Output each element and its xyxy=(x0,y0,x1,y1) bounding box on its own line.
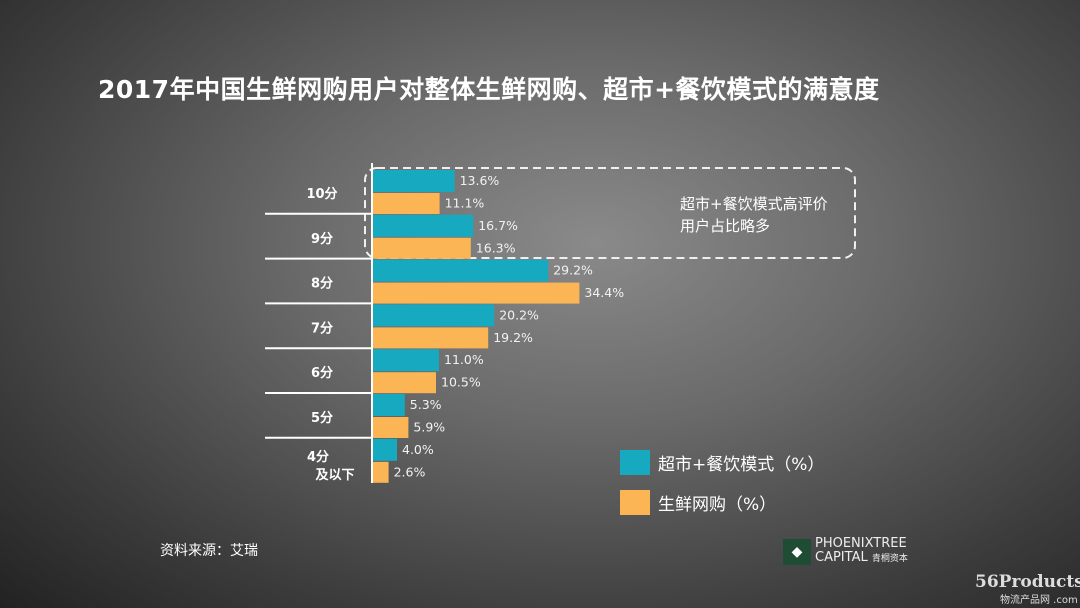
category-label: 6分 xyxy=(311,365,333,381)
category-label: 8分 xyxy=(311,276,333,292)
value-label: 16.7% xyxy=(478,218,518,233)
bar-supermarket xyxy=(373,438,397,461)
bar-online xyxy=(373,327,489,349)
value-label: 4.0% xyxy=(402,442,434,457)
value-label: 5.3% xyxy=(410,397,442,412)
bar-supermarket xyxy=(373,394,405,416)
category-label: 10分 xyxy=(306,186,337,202)
bar-supermarket xyxy=(373,170,455,192)
value-label: 19.2% xyxy=(493,330,533,345)
category-label: 9分 xyxy=(311,231,333,247)
logo-line2: CAPITAL xyxy=(815,550,868,565)
value-label: 11.1% xyxy=(445,196,485,211)
value-label: 5.9% xyxy=(413,420,445,435)
source-note: 资料来源：艾瑞 xyxy=(160,543,258,559)
bar-supermarket xyxy=(373,214,474,237)
bar-supermarket xyxy=(373,304,495,327)
watermark-sub: 物流产品网 .com xyxy=(1000,595,1078,606)
logo-icon: ◆ xyxy=(783,538,811,565)
value-label: 11.0% xyxy=(444,352,484,367)
category-label: 7分 xyxy=(311,320,333,336)
legend-swatch xyxy=(620,450,650,475)
category-label: 及以下 xyxy=(315,468,354,483)
category-label: 5分 xyxy=(311,410,333,426)
bar-online xyxy=(373,193,440,214)
phoenixtree-logo: ◆ PHOENIXTREE CAPITAL 青桐资本 xyxy=(783,537,908,566)
legend-label: 生鲜网购（%） xyxy=(658,495,777,515)
bar-online xyxy=(373,461,389,483)
value-label: 10.5% xyxy=(441,375,481,390)
bar-online xyxy=(373,417,409,438)
value-label: 20.2% xyxy=(499,307,539,322)
annotation: 超市+餐饮模式高评价用户占比略多 xyxy=(680,195,828,235)
legend-swatch xyxy=(620,490,650,515)
bar-supermarket xyxy=(373,259,549,282)
value-label: 34.4% xyxy=(584,285,624,300)
logo-line1: PHOENIXTREE xyxy=(815,536,907,551)
category-label: 4分 xyxy=(307,449,329,465)
chart-title: 2017年中国生鲜网购用户对整体生鲜网购、超市+餐饮模式的满意度 xyxy=(98,75,880,104)
value-label: 29.2% xyxy=(553,263,593,278)
watermark: 56Products xyxy=(975,572,1080,592)
value-label: 13.6% xyxy=(460,173,500,188)
legend-label: 超市+餐饮模式（%） xyxy=(658,455,825,475)
value-label: 2.6% xyxy=(394,464,426,479)
legend-item-supermarket: 超市+餐饮模式（%） xyxy=(620,450,824,475)
logo-cn: 青桐资本 xyxy=(871,554,908,564)
bar-online xyxy=(373,282,580,304)
bar-online xyxy=(373,372,436,394)
bar-supermarket xyxy=(373,349,439,372)
legend-item-online: 生鲜网购（%） xyxy=(620,490,776,515)
bar-online xyxy=(373,237,471,259)
value-label: 16.3% xyxy=(476,240,516,255)
